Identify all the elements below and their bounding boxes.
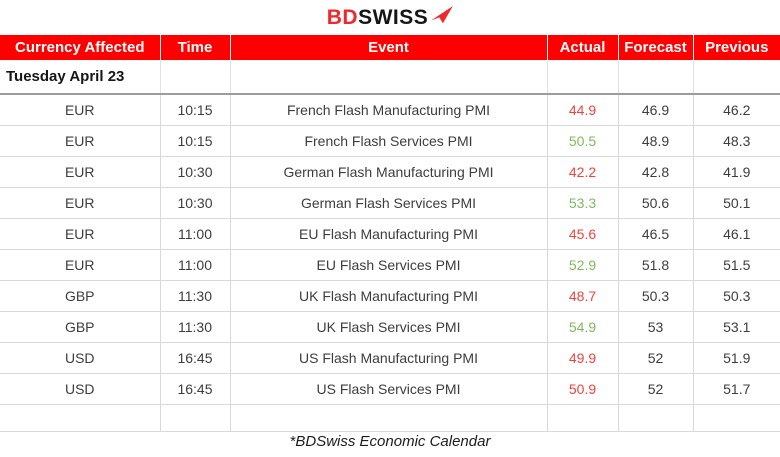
actual-cell: 54.9 bbox=[547, 311, 619, 343]
previous-cell: 51.9 bbox=[693, 342, 780, 374]
actual-cell: 42.2 bbox=[547, 156, 619, 188]
time-cell: 11:30 bbox=[160, 311, 231, 343]
forecast-cell: 50.3 bbox=[618, 280, 694, 312]
logo-text: BDSWISS bbox=[327, 7, 429, 28]
table-body: Tuesday April 23 EUR 10:15 French Flash Ma… bbox=[0, 60, 780, 432]
previous-cell: 41.9 bbox=[693, 156, 780, 188]
header-forecast: Forecast bbox=[618, 35, 694, 60]
date-header: Tuesday April 23 bbox=[0, 60, 161, 95]
currency-cell: USD bbox=[0, 373, 161, 405]
economic-calendar-table: Currency Affected Time Event Actual Fore… bbox=[0, 35, 780, 432]
event-cell: German Flash Services PMI bbox=[230, 187, 548, 219]
event-cell: German Flash Manufacturing PMI bbox=[230, 156, 548, 188]
actual-cell: 52.9 bbox=[547, 249, 619, 281]
currency-cell: EUR bbox=[0, 218, 161, 250]
table-row: USD 16:45 US Flash Services PMI 50.9 52 51.7 bbox=[0, 373, 780, 405]
table-row: EUR 10:15 French Flash Manufacturing PMI 44… bbox=[0, 94, 780, 126]
forecast-cell: 52 bbox=[618, 342, 694, 374]
forecast-cell: 48.9 bbox=[618, 125, 694, 157]
header-time: Time bbox=[160, 35, 231, 60]
table-row: EUR 10:30 German Flash Services PMI 53.3 50.… bbox=[0, 187, 780, 219]
previous-cell: 51.7 bbox=[693, 373, 780, 405]
actual-cell: 50.9 bbox=[547, 373, 619, 405]
forecast-cell: 46.5 bbox=[618, 218, 694, 250]
event-cell: French Flash Services PMI bbox=[230, 125, 548, 157]
actual-cell: 53.3 bbox=[547, 187, 619, 219]
time-cell: 16:45 bbox=[160, 342, 231, 374]
previous-cell: 46.1 bbox=[693, 218, 780, 250]
event-cell: EU Flash Services PMI bbox=[230, 249, 548, 281]
table-header-row: Currency Affected Time Event Actual Fore… bbox=[0, 35, 780, 60]
currency-cell: EUR bbox=[0, 187, 161, 219]
forecast-cell: 50.6 bbox=[618, 187, 694, 219]
event-cell: French Flash Manufacturing PMI bbox=[230, 94, 548, 126]
currency-cell: GBP bbox=[0, 280, 161, 312]
table-row: EUR 10:30 German Flash Manufacturing PMI 42… bbox=[0, 156, 780, 188]
header-currency-affected: Currency Affected bbox=[0, 35, 161, 60]
logo-arrow-icon bbox=[431, 5, 454, 23]
time-cell: 10:15 bbox=[160, 125, 231, 157]
currency-cell: EUR bbox=[0, 156, 161, 188]
previous-cell: 50.1 bbox=[693, 187, 780, 219]
currency-cell: GBP bbox=[0, 311, 161, 343]
time-cell: 11:00 bbox=[160, 218, 231, 250]
time-cell: 10:30 bbox=[160, 187, 231, 219]
actual-cell: 50.5 bbox=[547, 125, 619, 157]
table-row: EUR 10:15 French Flash Services PMI 50.5 48.… bbox=[0, 125, 780, 157]
time-cell: 10:15 bbox=[160, 94, 231, 126]
event-cell: US Flash Services PMI bbox=[230, 373, 548, 405]
empty-row bbox=[0, 404, 780, 432]
time-cell: 11:00 bbox=[160, 249, 231, 281]
bdswiss-logo: BDSWISS bbox=[0, 0, 780, 35]
event-cell: EU Flash Manufacturing PMI bbox=[230, 218, 548, 250]
date-header-row: Tuesday April 23 bbox=[0, 60, 780, 95]
logo-bd: BD bbox=[326, 6, 359, 29]
forecast-cell: 46.9 bbox=[618, 94, 694, 126]
previous-cell: 50.3 bbox=[693, 280, 780, 312]
forecast-cell: 53 bbox=[618, 311, 694, 343]
table-row: EUR 11:00 EU Flash Manufacturing PMI 45.6 46… bbox=[0, 218, 780, 250]
actual-cell: 49.9 bbox=[547, 342, 619, 374]
time-cell: 10:30 bbox=[160, 156, 231, 188]
time-cell: 11:30 bbox=[160, 280, 231, 312]
table-row: USD 16:45 US Flash Manufacturing PMI 49.9 52… bbox=[0, 342, 780, 374]
previous-cell: 51.5 bbox=[693, 249, 780, 281]
forecast-cell: 52 bbox=[618, 373, 694, 405]
forecast-cell: 51.8 bbox=[618, 249, 694, 281]
time-cell: 16:45 bbox=[160, 373, 231, 405]
table-row: GBP 11:30 UK Flash Services PMI 54.9 53 53.1 bbox=[0, 311, 780, 343]
currency-cell: EUR bbox=[0, 94, 161, 126]
currency-cell: EUR bbox=[0, 249, 161, 281]
table-row: EUR 11:00 EU Flash Services PMI 52.9 51.8 51.… bbox=[0, 249, 780, 281]
actual-cell: 44.9 bbox=[547, 94, 619, 126]
footer-caption: *BDSwiss Economic Calendar bbox=[289, 433, 491, 450]
event-cell: US Flash Manufacturing PMI bbox=[230, 342, 548, 374]
header-actual: Actual bbox=[547, 35, 619, 60]
previous-cell: 53.1 bbox=[693, 311, 780, 343]
previous-cell: 46.2 bbox=[693, 94, 780, 126]
currency-cell: EUR bbox=[0, 125, 161, 157]
logo-swiss: SWISS bbox=[358, 6, 429, 29]
header-previous: Previous bbox=[693, 35, 780, 60]
header-event: Event bbox=[230, 35, 548, 60]
actual-cell: 45.6 bbox=[547, 218, 619, 250]
event-cell: UK Flash Services PMI bbox=[230, 311, 548, 343]
previous-cell: 48.3 bbox=[693, 125, 780, 157]
table-row: GBP 11:30 UK Flash Manufacturing PMI 48.7 50… bbox=[0, 280, 780, 312]
currency-cell: USD bbox=[0, 342, 161, 374]
event-cell: UK Flash Manufacturing PMI bbox=[230, 280, 548, 312]
forecast-cell: 42.8 bbox=[618, 156, 694, 188]
actual-cell: 48.7 bbox=[547, 280, 619, 312]
